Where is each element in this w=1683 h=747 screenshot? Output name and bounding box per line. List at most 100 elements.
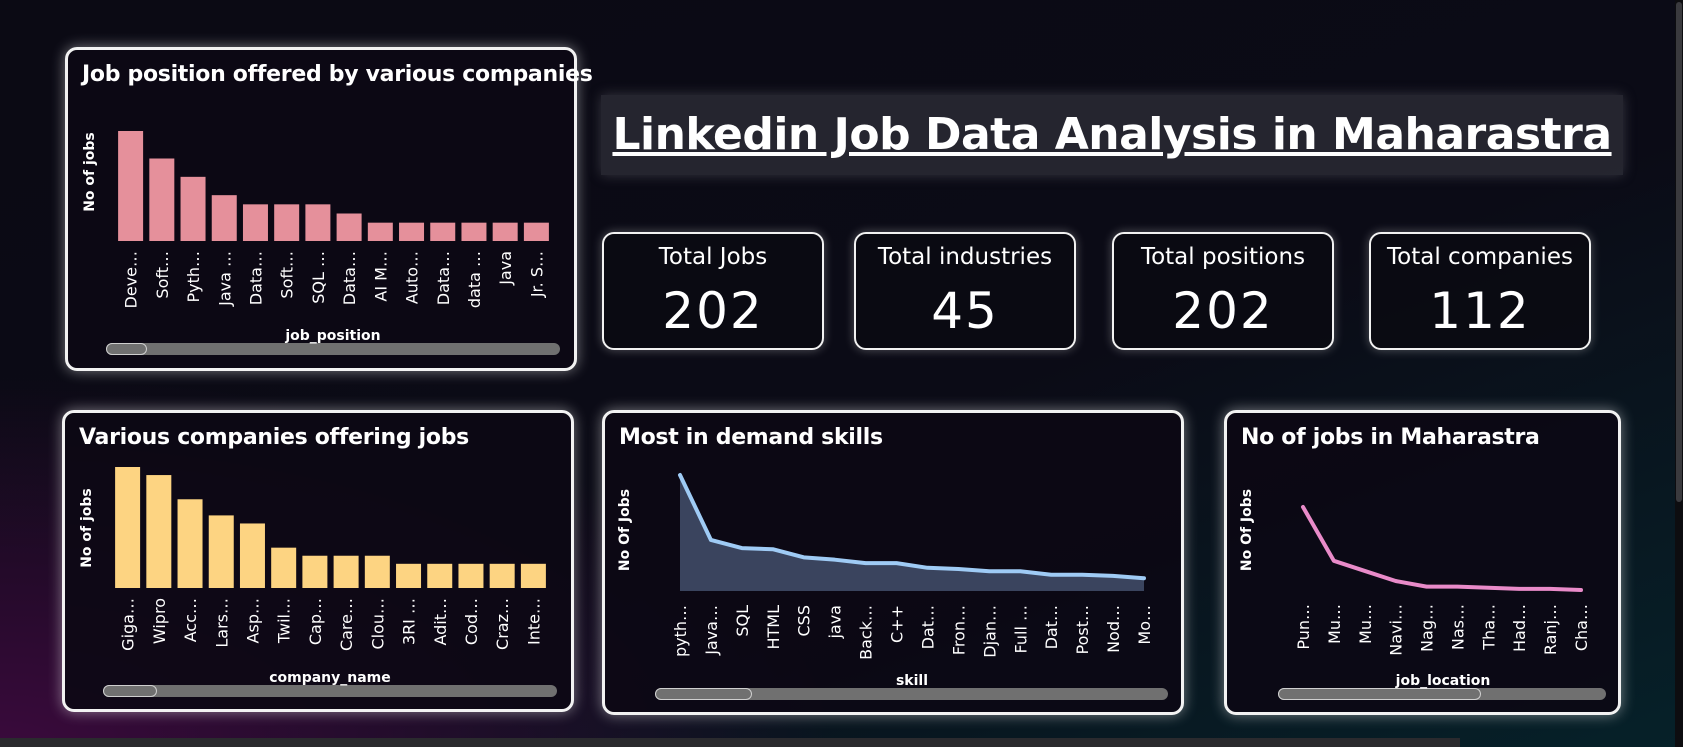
kpi-label: Total companies bbox=[1387, 244, 1573, 270]
companies-bar bbox=[271, 547, 297, 588]
companies-y-axis-title: No of jobs bbox=[79, 488, 95, 568]
skills-tick-label: Java… bbox=[702, 605, 721, 656]
companies-bar bbox=[239, 523, 265, 588]
job-position-scrollbar[interactable] bbox=[106, 343, 560, 355]
positions-tick-label: Java … bbox=[215, 251, 234, 307]
location-scrollbar[interactable] bbox=[1278, 688, 1606, 700]
kpi-value: 202 bbox=[662, 282, 764, 340]
location-tick-label: Cha… bbox=[1572, 604, 1591, 651]
companies-bar bbox=[458, 563, 484, 588]
location-tick-label: Navi… bbox=[1387, 604, 1406, 656]
companies-bar bbox=[364, 555, 390, 588]
skills-tick-label: pyth… bbox=[671, 605, 690, 657]
location-tick-label: Pun… bbox=[1294, 604, 1313, 650]
skills-tick-label: SQL bbox=[733, 605, 752, 637]
location-tick-label: Nag… bbox=[1418, 604, 1437, 652]
kpi-total-positions: Total positions 202 bbox=[1112, 232, 1334, 350]
positions-bar bbox=[180, 176, 206, 241]
location-chart-card: No of jobs in Maharastra bbox=[1224, 410, 1621, 715]
positions-tick-label: Data… bbox=[246, 251, 265, 305]
positions-bar bbox=[118, 131, 144, 241]
positions-bar bbox=[461, 222, 487, 241]
dashboard-title-banner: Linkedin Job Data Analysis in Maharastra bbox=[601, 95, 1623, 175]
positions-tick-label: Auto… bbox=[403, 251, 422, 304]
companies-tick-label: Clou… bbox=[368, 598, 387, 650]
skills-tick-label: Fron… bbox=[949, 605, 968, 655]
positions-bar bbox=[149, 158, 175, 241]
skills-tick-label: Dat… bbox=[918, 605, 937, 649]
companies-tick-label: Cap… bbox=[306, 598, 325, 645]
positions-bar bbox=[492, 222, 518, 241]
page-scrollbar-track[interactable] bbox=[1675, 0, 1683, 747]
positions-tick-label: Pyth… bbox=[184, 251, 203, 303]
kpi-value: 112 bbox=[1429, 282, 1531, 340]
skills-tick-label: C++ bbox=[888, 605, 907, 643]
bottom-edge-bar bbox=[0, 738, 1460, 747]
skills-y-axis-title: No Of Jobs bbox=[617, 489, 633, 571]
companies-tick-label: Acc… bbox=[181, 598, 200, 642]
companies-bar bbox=[520, 563, 546, 588]
positions-bar bbox=[242, 204, 268, 241]
companies-bar bbox=[489, 563, 515, 588]
positions-y-axis-title: No of jobs bbox=[82, 132, 98, 212]
skills-tick-label: Post… bbox=[1073, 605, 1092, 654]
companies-bar bbox=[146, 475, 172, 588]
skills-line bbox=[678, 473, 1146, 581]
location-scroll-thumb[interactable] bbox=[1278, 688, 1482, 700]
location-tick-label: Had… bbox=[1510, 604, 1529, 652]
location-y-axis-title: No Of Jobs bbox=[1239, 489, 1255, 571]
location-tick-label: Tha… bbox=[1479, 604, 1498, 651]
kpi-value: 45 bbox=[931, 282, 999, 340]
companies-tick-label: Twil… bbox=[275, 598, 294, 644]
location-x-axis-title: job_location bbox=[1395, 673, 1491, 689]
companies-tick-label: Adit… bbox=[431, 598, 450, 646]
page-scrollbar-thumb[interactable] bbox=[1676, 2, 1682, 502]
positions-tick-label: Soft… bbox=[278, 251, 297, 299]
positions-tick-label: AI M… bbox=[371, 251, 390, 302]
companies-bar bbox=[396, 563, 422, 588]
skills-tick-label: Back… bbox=[857, 605, 876, 660]
positions-bar bbox=[399, 222, 425, 241]
skills-tick-label: HTML bbox=[764, 605, 783, 650]
positions-bar bbox=[367, 222, 393, 241]
companies-scrollbar[interactable] bbox=[103, 685, 557, 697]
kpi-total-industries: Total industries 45 bbox=[854, 232, 1076, 350]
positions-bar bbox=[211, 195, 237, 241]
skills-tick-label: Dat… bbox=[1042, 605, 1061, 649]
skills-x-axis-title: skill bbox=[896, 673, 928, 689]
positions-tick-label: Jr. S… bbox=[527, 251, 546, 298]
companies-bar bbox=[208, 515, 234, 588]
dashboard-title: Linkedin Job Data Analysis in Maharastra bbox=[612, 109, 1612, 160]
location-line bbox=[1301, 505, 1583, 592]
positions-tick-label: Soft… bbox=[153, 251, 172, 299]
skills-tick-label: java bbox=[826, 605, 845, 640]
companies-tick-label: Giga… bbox=[119, 598, 138, 651]
companies-bar bbox=[427, 563, 453, 588]
companies-tick-label: Craz… bbox=[493, 598, 512, 650]
positions-bar bbox=[274, 204, 300, 241]
job-position-scroll-thumb[interactable] bbox=[106, 343, 147, 355]
positions-tick-label: SQL … bbox=[309, 251, 328, 304]
skills-scrollbar[interactable] bbox=[655, 688, 1168, 700]
companies-scroll-thumb[interactable] bbox=[103, 685, 158, 697]
companies-tick-label: 3RI … bbox=[400, 598, 419, 645]
positions-bar bbox=[336, 213, 362, 241]
kpi-value: 202 bbox=[1172, 282, 1274, 340]
skills-scroll-thumb[interactable] bbox=[655, 688, 753, 700]
positions-bar bbox=[305, 204, 331, 241]
kpi-label: Total industries bbox=[877, 244, 1053, 270]
positions-tick-label: data … bbox=[465, 251, 484, 308]
location-tick-label: Mu… bbox=[1325, 604, 1344, 644]
skills-tick-label: Nod… bbox=[1104, 605, 1123, 653]
companies-x-axis-title: company_name bbox=[269, 670, 391, 686]
skills-tick-label: Djan… bbox=[980, 605, 999, 658]
companies-bar bbox=[302, 555, 328, 588]
skills-chart-title: Most in demand skills bbox=[619, 425, 883, 450]
companies-bar bbox=[177, 499, 203, 588]
companies-tick-label: Care… bbox=[337, 598, 356, 651]
positions-x-axis-title: job_position bbox=[284, 328, 380, 344]
job-position-chart-title: Job position offered by various companie… bbox=[82, 62, 593, 87]
location-tick-label: Ranj… bbox=[1541, 604, 1560, 655]
positions-bar bbox=[430, 222, 456, 241]
